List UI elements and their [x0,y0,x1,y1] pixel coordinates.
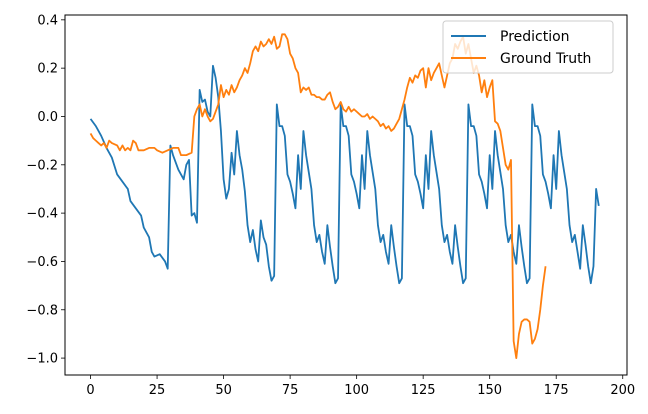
x-tick-label: 75 [282,383,299,398]
x-tick-label: 0 [86,383,94,398]
plot-frame [64,14,628,376]
legend: Prediction Ground Truth [442,20,614,74]
y-tick-label: −1.0 [26,352,58,367]
y-tick-label: 0.2 [37,62,58,77]
legend-label-prediction: Prediction [500,29,570,45]
x-tick-label: 175 [544,383,569,398]
y-tick-label: −0.4 [26,207,58,222]
x-tick-label: 100 [344,383,369,398]
x-tick-label: 50 [215,383,232,398]
y-tick-label: −0.8 [26,303,58,318]
y-tick-label: −0.2 [26,158,58,173]
x-tick-label: 150 [477,383,502,398]
series-line-prediction [89,64,600,285]
x-tick-label: 200 [610,383,635,398]
y-tick-label: 0.4 [37,13,58,28]
x-tick-label: 125 [411,383,436,398]
legend-box [442,20,614,74]
y-axis-ticks: −1.0 −0.8 −0.6 −0.4 −0.2 0.0 0.2 0.4 [26,13,65,367]
y-tick-label: 0.0 [37,110,58,125]
legend-label-ground-truth: Ground Truth [500,51,591,67]
x-tick-label: 25 [149,383,166,398]
y-tick-label: −0.6 [26,255,58,270]
x-axis-ticks: 0 25 50 75 100 125 150 175 200 [86,375,635,398]
